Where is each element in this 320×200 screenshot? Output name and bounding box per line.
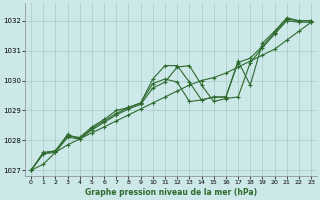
X-axis label: Graphe pression niveau de la mer (hPa): Graphe pression niveau de la mer (hPa) xyxy=(85,188,257,197)
